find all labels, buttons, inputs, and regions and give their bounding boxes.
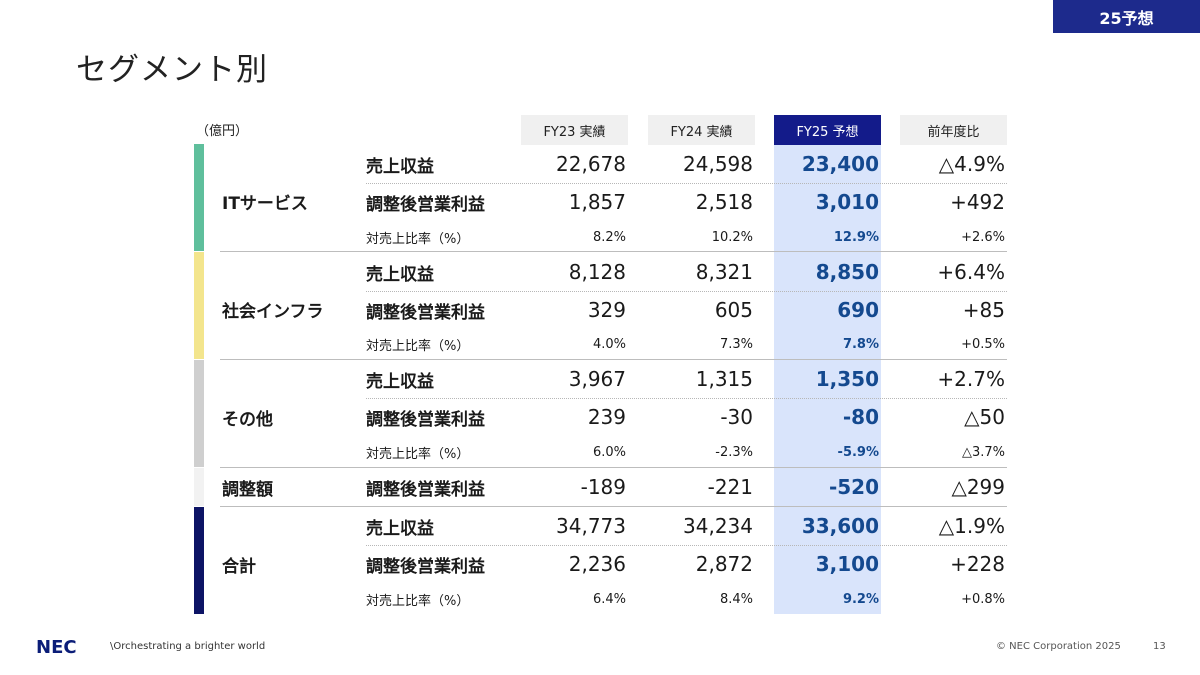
table-cell: 9.2% (842, 591, 879, 607)
table-cell: 34,773 (556, 514, 626, 538)
table-cell: △4.9% (938, 152, 1005, 176)
table-cell: 12.9% (833, 229, 879, 245)
forecast-badge: 25予想 (1053, 0, 1200, 33)
row-label: 調整後営業利益 (366, 556, 485, 577)
table-cell: +0.8% (961, 591, 1005, 607)
segment-divider (220, 506, 1007, 507)
table-cell: 3,967 (568, 367, 626, 391)
row-divider (366, 545, 1007, 546)
table-cell: 329 (587, 298, 626, 322)
table-cell: -189 (580, 475, 626, 499)
segment-bar-others (194, 360, 204, 467)
row-label: 調整後営業利益 (366, 409, 485, 430)
table-cell: -30 (720, 405, 753, 429)
table-cell: 690 (837, 298, 879, 322)
table-cell: 3,100 (815, 552, 879, 576)
nec-logo: NEC (36, 637, 77, 658)
row-divider (366, 291, 1007, 292)
segment-bar-social-infra (194, 252, 204, 359)
unit-label: （億円） (196, 124, 249, 139)
table-cell: +0.5% (961, 336, 1005, 352)
table-cell: -520 (828, 475, 879, 499)
table-cell: 2,872 (695, 552, 753, 576)
page-title: セグメント別 (76, 52, 268, 88)
fy25-highlight-column (774, 144, 881, 614)
table-cell: -80 (842, 405, 879, 429)
row-label: 対売上比率（%） (366, 593, 470, 609)
segment-divider (220, 359, 1007, 360)
table-cell: 239 (587, 405, 626, 429)
row-label: 対売上比率（%） (366, 338, 470, 354)
header-fy25: FY25 予想 (774, 115, 881, 145)
table-cell: 22,678 (556, 152, 626, 176)
table-cell: 7.8% (842, 336, 879, 352)
table-cell: -5.9% (837, 444, 879, 460)
row-label: 対売上比率（%） (366, 231, 470, 247)
table-cell: 23,400 (801, 152, 879, 176)
table-cell: △50 (964, 405, 1005, 429)
table-cell: △1.9% (938, 514, 1005, 538)
table-cell: 1,350 (815, 367, 879, 391)
header-fy23: FY23 実績 (521, 115, 628, 145)
segment-bar-adjustment (194, 468, 204, 506)
table-cell: 33,600 (801, 514, 879, 538)
page-number: 13 (1153, 641, 1166, 652)
row-divider (366, 183, 1007, 184)
row-label: 対売上比率（%） (366, 446, 470, 462)
segment-name: ITサービス (222, 193, 308, 214)
table-cell: 8.2% (592, 229, 626, 245)
table-cell: 7.3% (719, 336, 753, 352)
segment-bar-it-services (194, 144, 204, 251)
segment-name: その他 (222, 409, 273, 430)
table-cell: +492 (950, 190, 1005, 214)
table-cell: +2.7% (937, 367, 1005, 391)
table-cell: +228 (950, 552, 1005, 576)
table-cell: 8,850 (815, 260, 879, 284)
row-label: 調整後営業利益 (366, 479, 485, 500)
table-cell: 1,315 (695, 367, 753, 391)
table-cell: △3.7% (961, 444, 1005, 460)
table-cell: 605 (714, 298, 753, 322)
segment-divider (220, 251, 1007, 252)
header-fy24: FY24 実績 (648, 115, 755, 145)
table-cell: -221 (707, 475, 753, 499)
segment-bar-total (194, 507, 204, 614)
table-cell: 8,321 (695, 260, 753, 284)
segment-name: 社会インフラ (222, 301, 324, 322)
table-cell: 6.4% (592, 591, 626, 607)
segment-name: 合計 (222, 556, 256, 577)
table-cell: +2.6% (961, 229, 1005, 245)
row-label: 売上収益 (366, 518, 434, 539)
table-cell: -2.3% (715, 444, 753, 460)
table-cell: 6.0% (592, 444, 626, 460)
row-label: 売上収益 (366, 371, 434, 392)
header-yoy: 前年度比 (900, 115, 1007, 145)
table-cell: 24,598 (683, 152, 753, 176)
table-cell: 34,234 (683, 514, 753, 538)
table-cell: +85 (962, 298, 1005, 322)
copyright: © NEC Corporation 2025 (996, 641, 1121, 652)
table-cell: 3,010 (815, 190, 879, 214)
table-cell: △299 (951, 475, 1005, 499)
row-divider (366, 398, 1007, 399)
table-cell: 10.2% (711, 229, 753, 245)
segment-name: 調整額 (222, 479, 273, 500)
row-label: 売上収益 (366, 264, 434, 285)
row-label: 調整後営業利益 (366, 302, 485, 323)
table-cell: 8.4% (719, 591, 753, 607)
table-cell: +6.4% (937, 260, 1005, 284)
table-cell: 2,236 (568, 552, 626, 576)
table-cell: 4.0% (592, 336, 626, 352)
footer-tagline: \Orchestrating a brighter world (110, 641, 266, 652)
row-label: 調整後営業利益 (366, 194, 485, 215)
segment-divider (220, 467, 1007, 468)
table-cell: 8,128 (568, 260, 626, 284)
table-cell: 1,857 (568, 190, 626, 214)
table-cell: 2,518 (695, 190, 753, 214)
row-label: 売上収益 (366, 156, 434, 177)
